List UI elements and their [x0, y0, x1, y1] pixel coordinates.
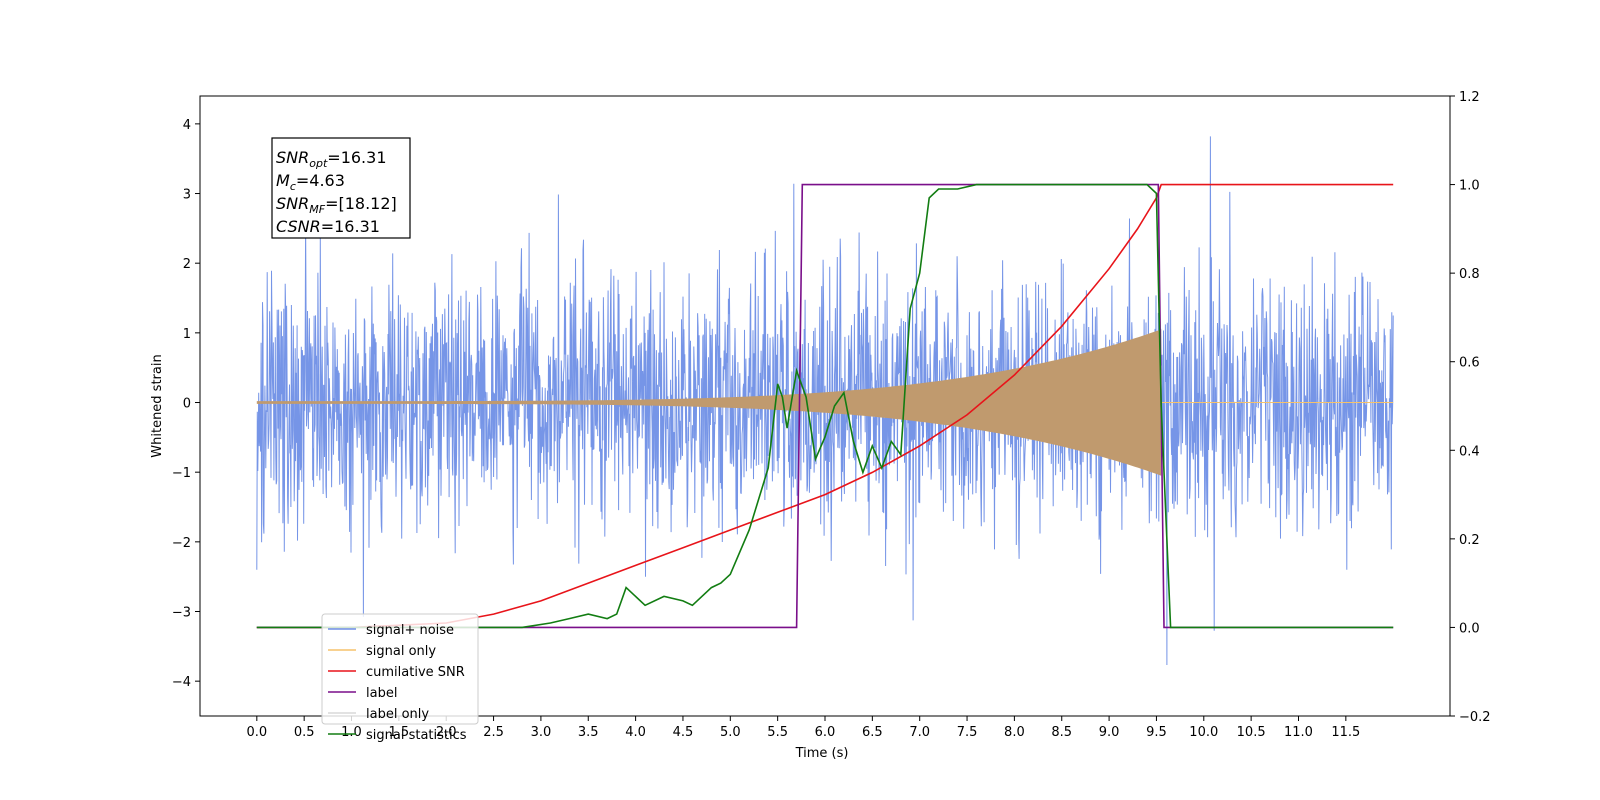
x-tick-label: 4.5 — [673, 725, 694, 740]
x-tick-label: 1.0 — [341, 725, 362, 740]
y-tick-label: 4 — [183, 118, 191, 133]
x-tick-label: 8.0 — [1004, 725, 1025, 740]
x-tick-label: 11.0 — [1284, 725, 1313, 740]
x-tick-label: 8.5 — [1051, 725, 1072, 740]
y-axis-left: 4 3 2 1 0 −1 −2 −3 −4 — [172, 118, 200, 690]
legend-entry: label — [366, 686, 397, 701]
y2-tick-label: 0.0 — [1459, 621, 1480, 636]
x-axis-label: Time (s) — [795, 746, 849, 761]
x-tick-label: 5.5 — [767, 725, 788, 740]
y2-tick-label: 0.8 — [1459, 267, 1480, 282]
x-tick-label: 1.5 — [389, 725, 410, 740]
y2-tick-label: 0.4 — [1459, 444, 1480, 459]
legend-entry: signal only — [366, 644, 436, 659]
y2-tick-label: −0.2 — [1459, 710, 1491, 725]
x-tick-label: 9.5 — [1146, 725, 1167, 740]
y-axis-right: 1.2 1.0 0.8 0.6 0.4 0.2 0.0 −0.2 — [1450, 90, 1491, 725]
annotation-line: SNRMF=[18.12] — [276, 194, 397, 216]
y-tick-label: −3 — [172, 606, 191, 621]
legend-entry: signal statistics — [366, 728, 467, 743]
x-tick-label: 10.0 — [1189, 725, 1218, 740]
x-tick-label: 6.5 — [862, 725, 883, 740]
y-tick-label: 2 — [183, 257, 191, 272]
y2-tick-label: 1.2 — [1459, 90, 1480, 105]
x-tick-label: 3.5 — [578, 725, 599, 740]
annotation-box: SNRopt=16.31Mc=4.63SNRMF=[18.12]CSNR=16.… — [271, 137, 411, 239]
y-tick-label: −2 — [172, 536, 191, 551]
annotation-line: Mc=4.63 — [276, 171, 345, 193]
y-tick-label: 3 — [183, 188, 191, 203]
x-tick-label: 5.0 — [720, 725, 741, 740]
plot-area — [256, 136, 1394, 666]
x-tick-label: 7.0 — [909, 725, 930, 740]
x-tick-label: 3.0 — [531, 725, 552, 740]
annotation-line: SNRopt=16.31 — [276, 148, 387, 170]
y-tick-label: 0 — [183, 397, 191, 412]
legend-entry: label only — [366, 707, 429, 722]
legend-entry: signal+ noise — [366, 623, 454, 638]
x-tick-label: 2.5 — [483, 725, 504, 740]
x-tick-label: 4.0 — [625, 725, 646, 740]
series-signal-only-area — [256, 329, 1162, 476]
x-tick-label: 0.0 — [246, 725, 267, 740]
x-tick-label: 6.0 — [815, 725, 836, 740]
y-tick-label: 1 — [183, 327, 191, 342]
annotation-line: CSNR=16.31 — [276, 217, 380, 236]
x-tick-label: 0.5 — [294, 725, 315, 740]
x-axis: 0.0 0.5 1.0 1.5 2.0 2.5 3.0 3.5 4.0 4.5 5.0 5.5 6.0 6… — [246, 716, 1360, 740]
series-signal-noise-line — [256, 136, 1394, 666]
y2-tick-label: 0.2 — [1459, 533, 1480, 548]
y-axis-label: Whitened strain — [150, 354, 165, 457]
y-tick-label: −4 — [172, 675, 191, 690]
x-tick-label: 11.5 — [1331, 725, 1360, 740]
x-tick-label: 10.5 — [1237, 725, 1266, 740]
y2-tick-label: 1.0 — [1459, 179, 1480, 194]
legend: signal+ noise signal only cumilative SNR la… — [321, 613, 479, 743]
series-cumilative-snr-line — [256, 183, 1394, 629]
y2-tick-label: 0.6 — [1459, 356, 1480, 371]
y-tick-label: −1 — [172, 466, 191, 481]
x-tick-label: 7.5 — [957, 725, 978, 740]
x-tick-label: 9.0 — [1099, 725, 1120, 740]
legend-entry: cumilative SNR — [366, 665, 465, 680]
series-signal-statistics-line — [256, 183, 1394, 629]
x-tick-label: 2.0 — [436, 725, 457, 740]
